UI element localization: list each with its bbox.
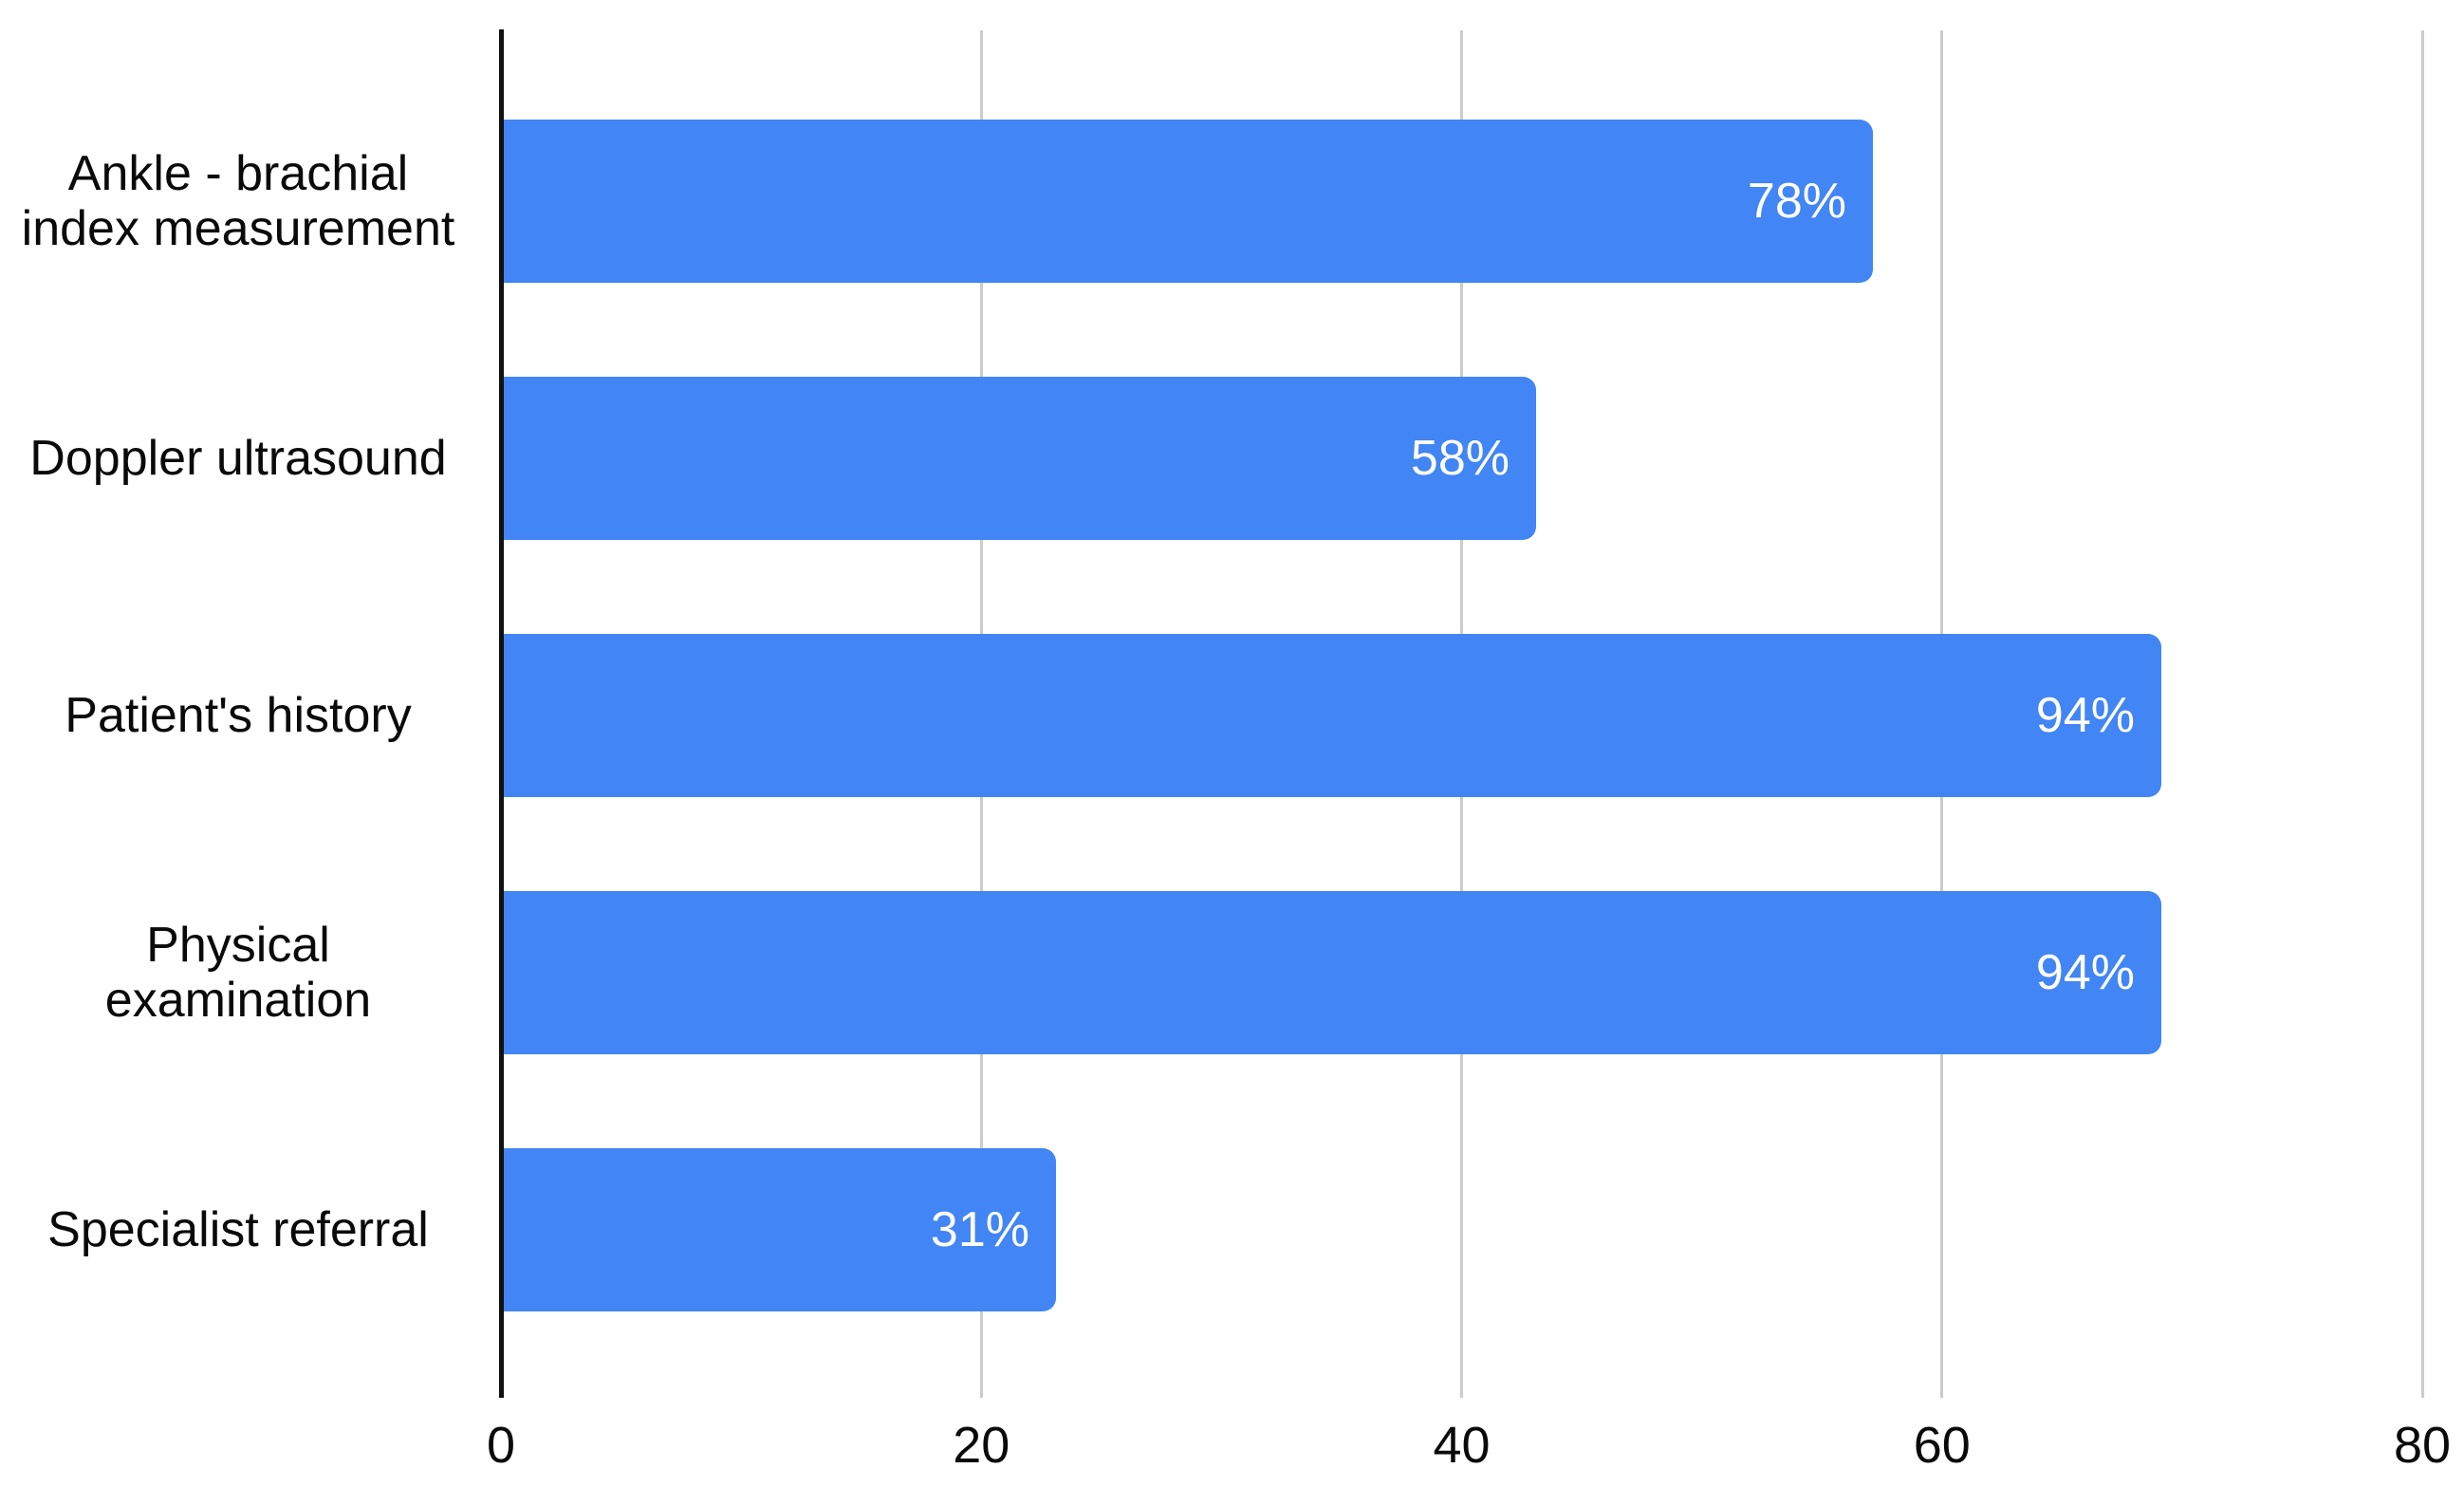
bar-value-label: 78% [1747, 174, 1846, 229]
bar-value-label: 94% [2035, 945, 2135, 1000]
bar: 94% [504, 891, 2161, 1054]
bar: 58% [504, 377, 1536, 540]
y-axis-line [499, 29, 504, 1398]
bar-value-label: 58% [1410, 431, 1510, 486]
category-label: Doppler ultrasound [29, 431, 447, 486]
bar: 94% [504, 634, 2161, 797]
x-tick-label: 0 [486, 1417, 516, 1474]
bar: 31% [504, 1148, 1056, 1311]
category-label: Ankle - brachial index measurement [21, 146, 455, 256]
x-tick-label: 60 [1913, 1417, 1971, 1474]
category-label: Specialist referral [47, 1202, 429, 1257]
x-tick-label: 40 [1433, 1417, 1491, 1474]
bar-value-label: 94% [2035, 688, 2135, 743]
bar-value-label: 31% [930, 1202, 1029, 1257]
bar: 78% [504, 120, 1873, 283]
category-label: Physical examination [104, 918, 372, 1028]
x-tick-label: 80 [2393, 1417, 2452, 1474]
category-label: Patient's history [65, 688, 412, 743]
gridline [2420, 30, 2424, 1398]
x-tick-label: 20 [953, 1417, 1010, 1474]
